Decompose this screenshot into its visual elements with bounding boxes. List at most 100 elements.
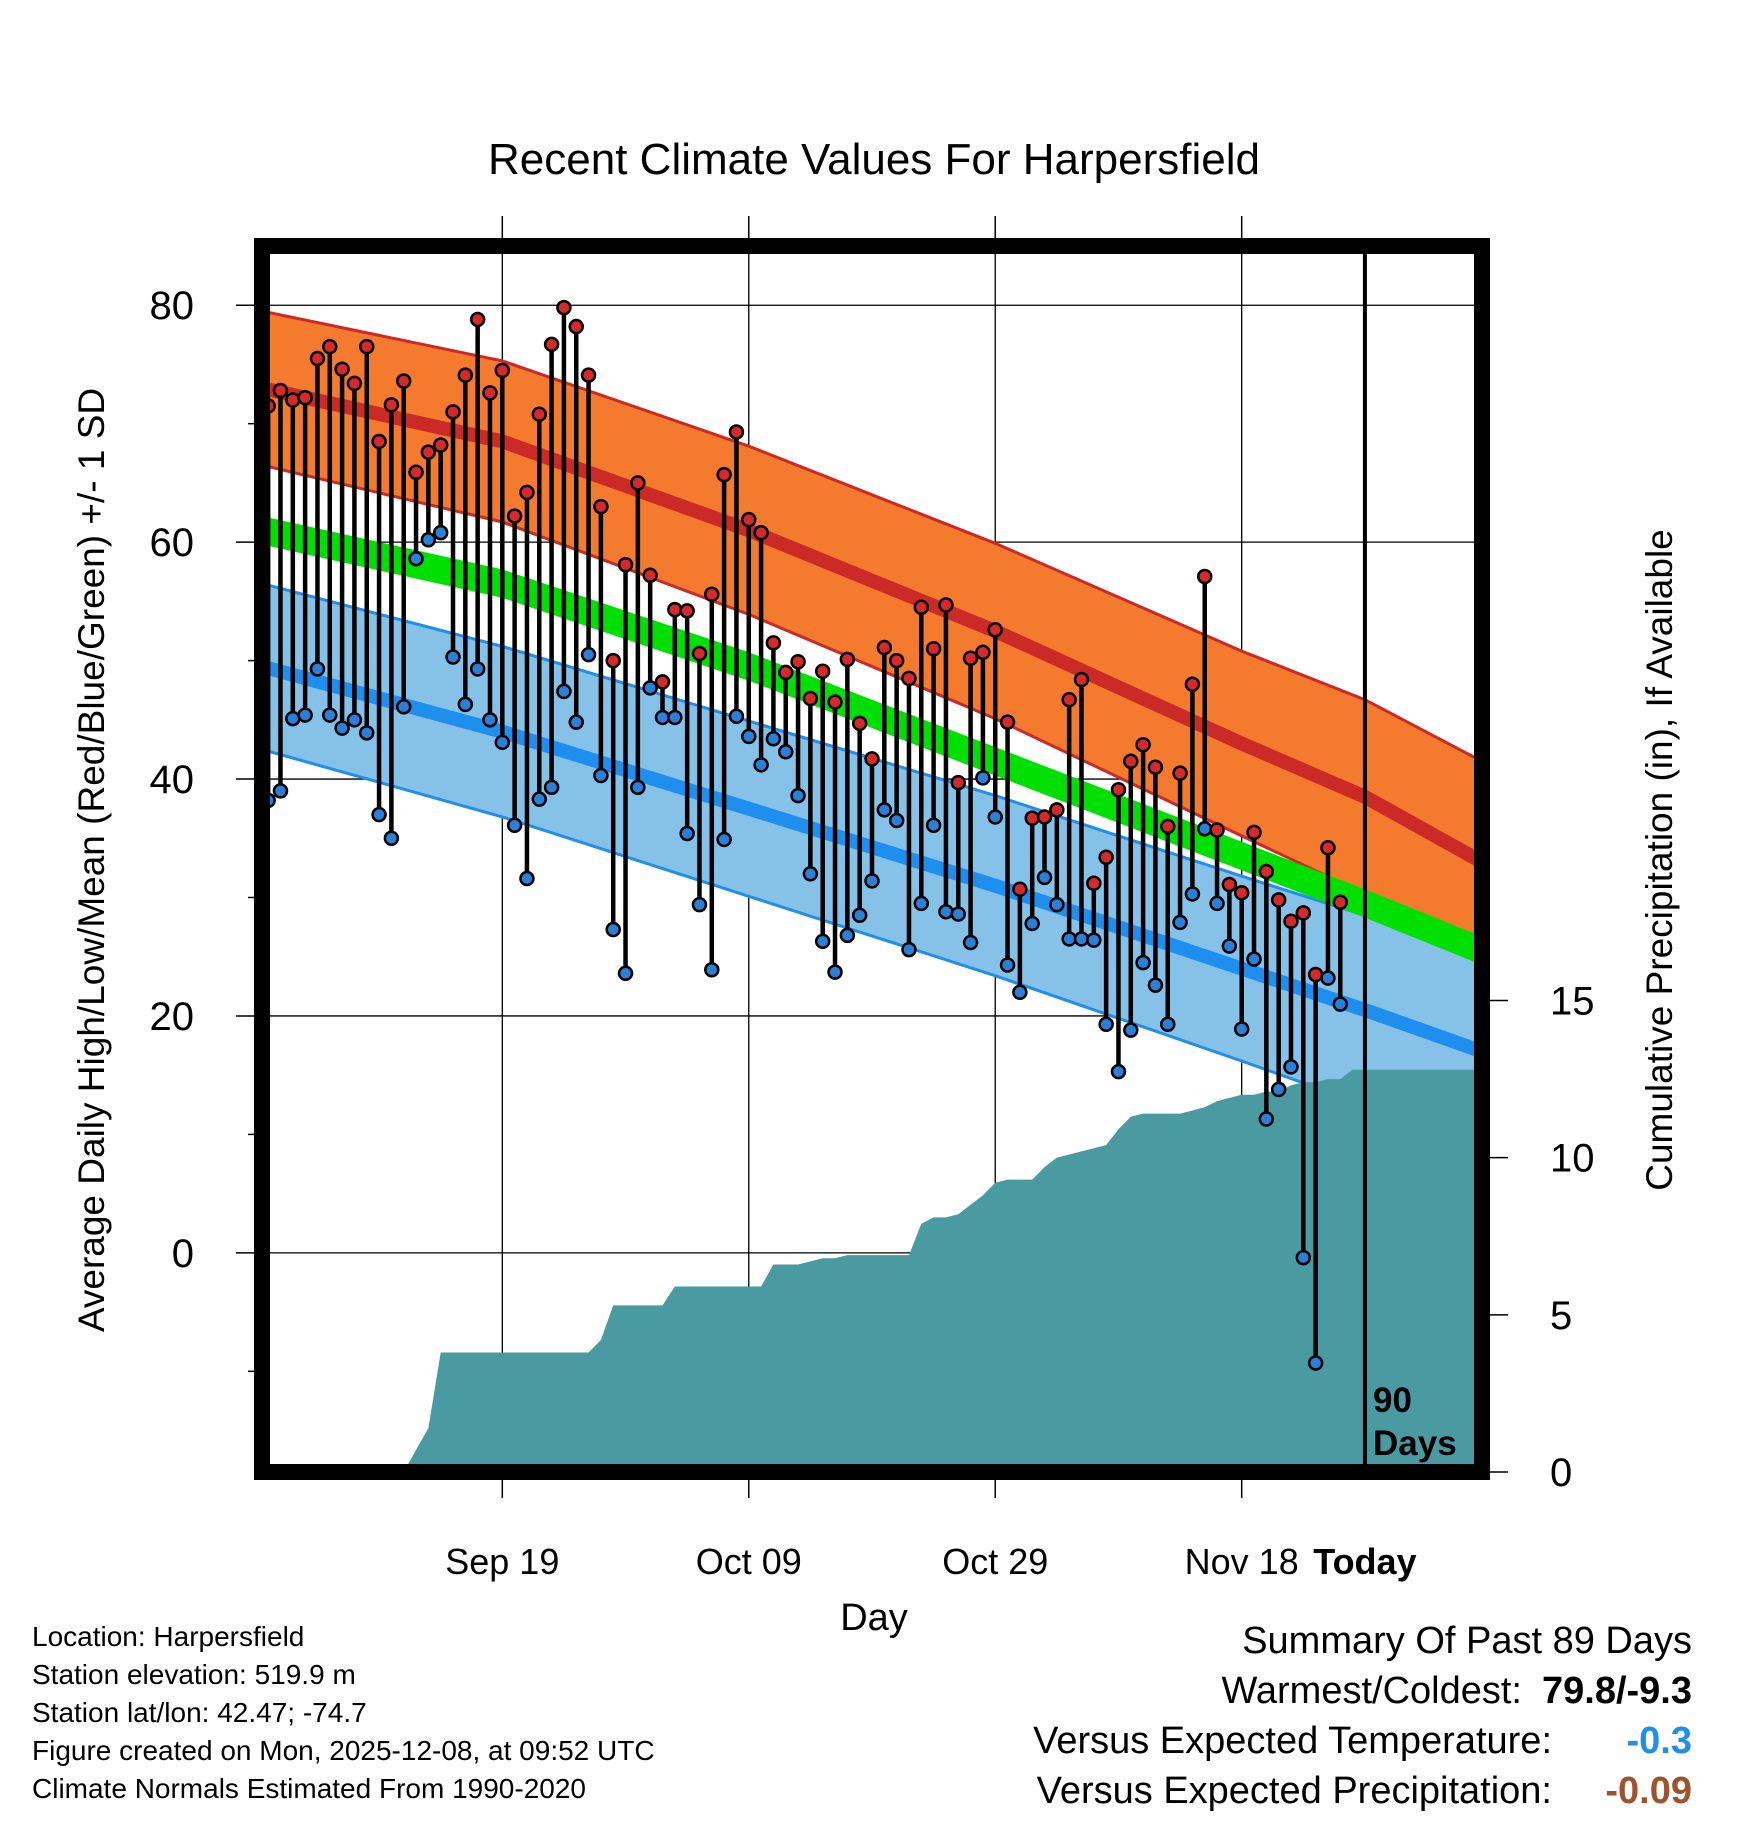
daily-low-point	[617, 965, 634, 982]
daily-low-point	[580, 646, 597, 663]
daily-low-point	[679, 825, 695, 842]
daily-high-point	[543, 336, 560, 353]
precip-anomaly-label: Versus Expected Precipitation:	[1036, 1770, 1552, 1812]
daily-low-point	[334, 720, 350, 736]
daily-low-point	[999, 957, 1016, 973]
daily-high-point	[790, 654, 806, 670]
daily-low-point	[543, 779, 560, 796]
daily-low-point	[888, 812, 905, 829]
daily-low-point	[728, 708, 745, 725]
daily-high-point	[617, 556, 634, 573]
daily-high-point	[999, 714, 1016, 730]
daily-high-point	[297, 389, 313, 406]
daily-high-point	[371, 433, 387, 450]
daily-high-point	[1320, 839, 1336, 856]
daily-low-point	[1110, 1063, 1127, 1080]
daily-low-point	[1283, 1059, 1299, 1075]
daily-high-point	[1307, 966, 1324, 983]
daily-high-point	[667, 601, 683, 618]
daily-low-point	[1196, 821, 1213, 837]
daily-low-point	[395, 699, 412, 715]
daily-high-point	[925, 640, 942, 657]
daily-low-point	[704, 962, 720, 978]
daily-low-point	[272, 783, 289, 799]
y-tick-label: 0	[172, 1232, 194, 1276]
summary-temperature: Versus Expected Temperature: -0.3	[1033, 1720, 1692, 1763]
daily-low-point	[371, 806, 387, 823]
daily-low-point	[1233, 1021, 1250, 1037]
daily-high-point	[1283, 913, 1299, 929]
daily-low-point	[593, 767, 609, 784]
y2-axis-label: Cumulative Precipitation (in), If Availa…	[1639, 529, 1680, 1191]
daily-low-point	[950, 906, 967, 922]
daily-high-point	[1135, 736, 1151, 753]
daily-low-point	[987, 809, 1003, 825]
daily-high-point	[1012, 881, 1028, 897]
daily-high-point	[1172, 765, 1188, 781]
daily-low-point	[469, 661, 486, 677]
warm-cold-label: Warmest/Coldest:	[1221, 1670, 1522, 1712]
daily-high-point	[322, 338, 338, 355]
daily-high-point	[395, 373, 412, 389]
daily-high-point	[630, 475, 646, 491]
daily-low-point	[285, 710, 301, 727]
daily-high-point	[593, 498, 609, 515]
daily-high-point	[962, 650, 979, 666]
daily-high-point	[1036, 809, 1053, 825]
daily-high-point	[802, 690, 819, 707]
x-tick-label: Oct 09	[696, 1541, 802, 1582]
daily-low-point	[851, 907, 868, 924]
y2-tick-label: 15	[1550, 979, 1595, 1023]
location-text: Location: Harpersfield	[32, 1621, 305, 1652]
daily-low-point	[482, 712, 498, 728]
high-normal-band	[262, 311, 1482, 963]
daily-high-point	[519, 484, 535, 501]
daily-low-point	[568, 714, 584, 730]
daily-high-point	[1123, 753, 1139, 770]
daily-low-point	[913, 895, 930, 912]
daily-low-point	[1036, 869, 1053, 886]
today-days-count: 90	[1373, 1381, 1412, 1420]
daily-high-point	[851, 715, 868, 732]
daily-low-point	[938, 903, 954, 920]
daily-low-point	[605, 921, 621, 938]
daily-high-point	[741, 511, 757, 528]
daily-high-point	[309, 350, 326, 367]
daily-low-point	[753, 757, 769, 773]
daily-high-point	[420, 444, 437, 460]
mean-normal-band	[262, 516, 1482, 965]
daily-high-point	[494, 362, 511, 379]
daily-low-point	[1024, 915, 1040, 932]
daily-high-point	[1233, 885, 1250, 901]
summary-title: Summary Of Past 89 Days	[1242, 1620, 1692, 1662]
daily-high-point	[1246, 824, 1262, 841]
temp-anomaly-label: Versus Expected Temperature:	[1033, 1720, 1552, 1762]
daily-low-point	[309, 661, 326, 677]
daily-high-point	[1160, 818, 1176, 835]
daily-low-point	[667, 709, 683, 726]
daily-low-point	[1160, 1016, 1176, 1032]
daily-high-point	[272, 382, 289, 399]
summary-precipitation: Versus Expected Precipitation: -0.09	[1037, 1770, 1692, 1813]
daily-low-point	[1258, 1111, 1275, 1127]
daily-high-point	[1196, 568, 1213, 585]
daily-low-point	[1246, 951, 1262, 967]
y2-tick-label: 5	[1550, 1294, 1572, 1338]
daily-low-point	[1320, 970, 1336, 986]
temp-anomaly-value: -0.3	[1626, 1720, 1692, 1762]
daily-low-point	[1307, 1355, 1324, 1371]
daily-high-point	[445, 404, 461, 420]
daily-low-point	[741, 728, 757, 745]
daily-low-point	[1172, 914, 1188, 931]
daily-low-point	[1123, 1022, 1139, 1038]
daily-high-point	[642, 567, 658, 584]
daily-low-point	[802, 866, 819, 882]
today-days-label: Days	[1373, 1424, 1457, 1463]
daily-low-point	[1061, 931, 1077, 947]
chart-title: Recent Climate Values For Harpersfield	[488, 135, 1260, 184]
daily-high-point	[334, 361, 350, 377]
daily-high-point	[1258, 863, 1275, 880]
daily-low-point	[876, 802, 893, 818]
daily-low-point	[814, 933, 831, 950]
